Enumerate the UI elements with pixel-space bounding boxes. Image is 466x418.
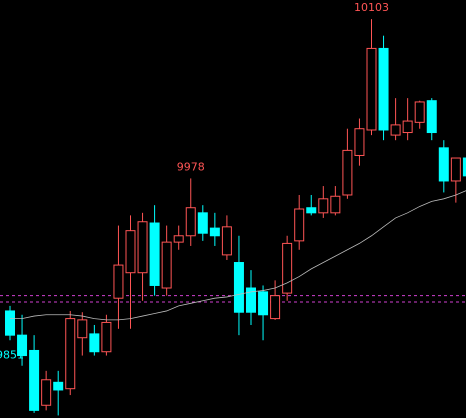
candle-body — [294, 208, 305, 242]
candle-body — [137, 221, 148, 274]
candle-body — [17, 334, 28, 357]
candle-body — [125, 230, 136, 274]
candle-body — [29, 349, 40, 411]
candle-body — [149, 222, 160, 286]
candle-body — [270, 295, 281, 320]
candle-body — [450, 157, 461, 182]
candle-body — [426, 100, 437, 134]
candle-body — [366, 47, 377, 131]
candle-body — [282, 242, 293, 294]
candle-body — [462, 157, 466, 177]
candle-body — [185, 207, 196, 237]
candle-body — [41, 379, 52, 406]
candle-body — [233, 262, 244, 313]
candle-body — [414, 101, 425, 123]
candle-body — [246, 287, 256, 313]
candle-body — [209, 227, 220, 237]
candle-body — [390, 124, 401, 136]
candle-body — [318, 198, 329, 214]
candle-body — [53, 381, 64, 391]
annotation: 9851 — [0, 348, 24, 361]
candle-body — [378, 47, 389, 131]
candle-body — [161, 241, 172, 289]
annotation: 10103 — [354, 1, 389, 14]
candle-body — [5, 310, 15, 336]
candle-body — [306, 207, 317, 214]
candle-body — [101, 321, 112, 353]
candle-body — [402, 120, 413, 134]
annotation: 9978 — [177, 160, 205, 173]
moving-average — [10, 190, 466, 321]
candle-body — [438, 147, 449, 182]
candle-body — [342, 149, 353, 196]
candle-body — [89, 333, 100, 353]
candle-body — [221, 226, 232, 256]
candle-body — [77, 319, 88, 339]
candle-body — [330, 195, 341, 214]
candle-body — [197, 212, 208, 234]
candle-body — [65, 318, 76, 390]
candle-body — [173, 235, 184, 243]
candle-body — [113, 264, 124, 299]
candle-body — [258, 291, 269, 316]
candle-body — [354, 128, 365, 156]
